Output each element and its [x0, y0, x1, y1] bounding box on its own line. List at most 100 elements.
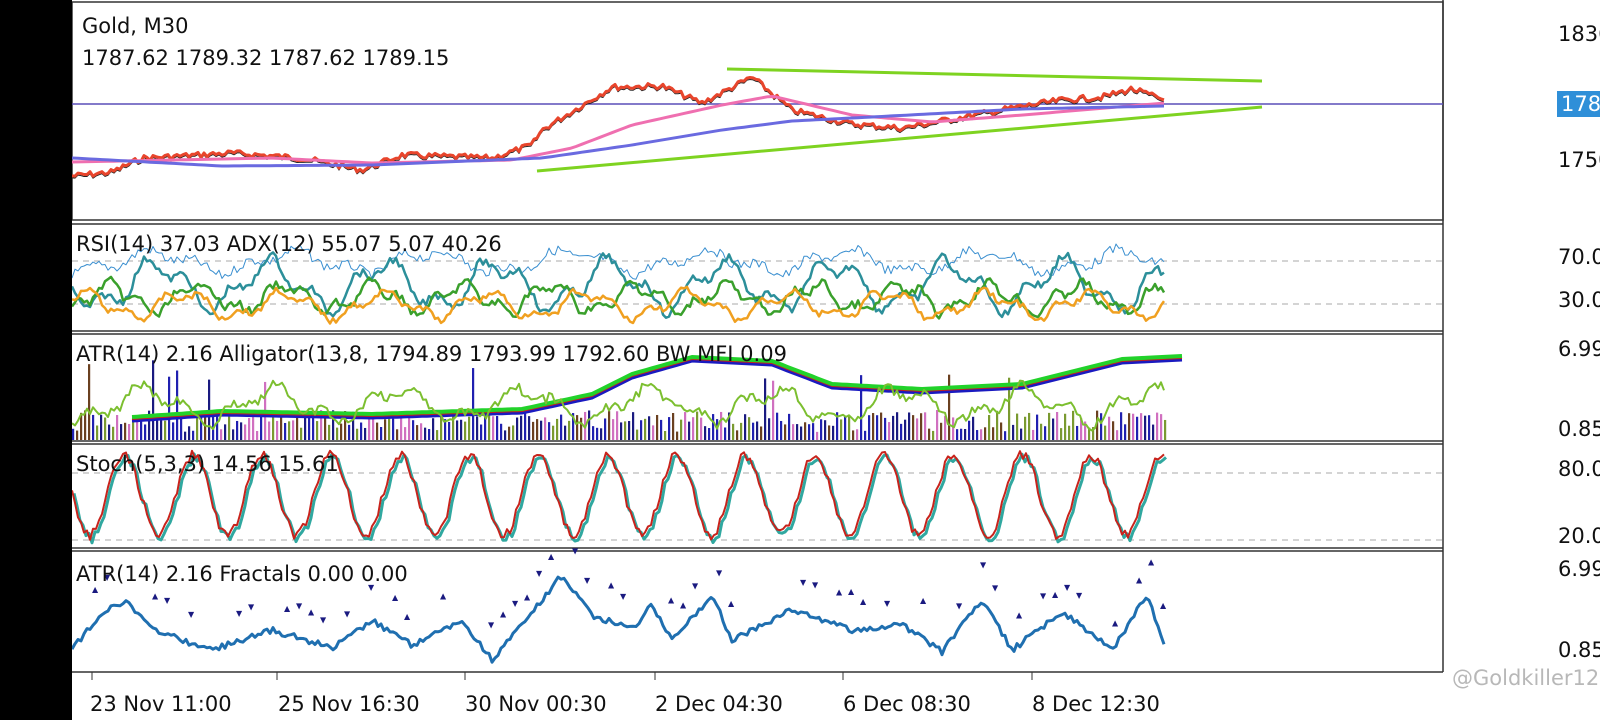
bw-mfi-bar [1028, 412, 1031, 440]
fractal-marker: ▼ [248, 603, 255, 612]
bw-mfi-bar [632, 412, 635, 440]
bw-mfi-bar [1052, 418, 1055, 440]
atr-alligator-series-group [72, 354, 1183, 440]
bw-mfi-bar [144, 424, 147, 440]
bw-mfi-bar [124, 422, 127, 440]
bw-mfi-bar [128, 423, 131, 440]
fractal-marker: ▼ [320, 616, 327, 625]
bw-mfi-bar [356, 428, 359, 440]
bw-mfi-bar [408, 417, 411, 440]
bw-mfi-bar [332, 410, 335, 440]
bw-mfi-bar [404, 427, 407, 440]
chart-area[interactable]: ▲ ▼ ▲ ▼ ▼ ▼ ▼ ▲ ▼ ▲ ▼ ▼ ▼ ▲ ▲ ▲ ▼ ▲ ▼ ▲ ▼ ▲ ▼ ▼ ▲ ▼ ▲ ▲ ▼ ▼ ▲ ▼ ▼ ▲ ▲ ▲ ▼ ▲ ▼ ▼… [72, 0, 1600, 720]
bw-mfi-bar [136, 419, 139, 440]
bw-mfi-bar [868, 415, 871, 440]
bw-mfi-bar [88, 364, 91, 440]
time-axis-label: 8 Dec 12:30 [1032, 692, 1160, 716]
bw-mfi-bar [340, 423, 343, 440]
bw-mfi-bar [760, 426, 763, 440]
fractal-marker: ▼ [884, 599, 891, 608]
bw-mfi-bar [980, 429, 983, 440]
bw-mfi-bar [464, 421, 467, 440]
bw-mfi-bar [612, 419, 615, 440]
bw-mfi-bar [100, 414, 103, 440]
bw-mfi-bar [656, 414, 659, 440]
bw-mfi-bar [924, 412, 927, 440]
bw-mfi-bar [824, 420, 827, 440]
lower-trendline[interactable] [536, 105, 1263, 173]
bw-mfi-bar [996, 410, 999, 440]
bw-mfi-bar [708, 428, 711, 440]
bw-mfi-bar [320, 410, 323, 440]
fractal-marker: ▲ [284, 604, 291, 613]
bw-mfi-bar [828, 425, 831, 440]
bw-mfi-bar [792, 424, 795, 440]
bw-mfi-bar [460, 419, 463, 440]
time-axis-label: 25 Nov 16:30 [278, 692, 420, 716]
bw-mfi-bar [556, 418, 559, 440]
bw-mfi-bar [804, 422, 807, 440]
upper-trendline[interactable] [726, 67, 1263, 83]
bw-mfi-bar [336, 427, 339, 440]
fractal-marker: ▲ [860, 597, 867, 606]
bw-mfi-bar [372, 415, 375, 440]
fractal-marker: ▼ [620, 592, 627, 601]
bw-mfi-bar [704, 426, 707, 440]
bw-mfi-bar [660, 419, 663, 440]
bw-mfi-bar [1016, 413, 1019, 440]
bw-mfi-bar [604, 418, 607, 440]
fractal-marker: ▲ [1160, 601, 1167, 610]
bw-mfi-bar [1004, 431, 1007, 440]
chart-canvas[interactable]: ▲ ▼ ▲ ▼ ▼ ▼ ▼ ▲ ▼ ▲ ▼ ▼ ▼ ▲ ▲ ▲ ▼ ▲ ▼ ▲ ▼ ▲ ▼ ▼ ▲ ▼ ▲ ▲ ▼ ▼ ▲ ▼ ▼ ▲ ▲ ▲ ▼ ▲ ▼ ▼… [72, 0, 1600, 720]
bw-mfi-bar [168, 376, 171, 440]
bw-mfi-bar [352, 411, 355, 440]
fractal-marker: ▼ [716, 568, 723, 577]
bw-mfi-bar [780, 420, 783, 440]
bw-mfi-bar [736, 430, 739, 440]
fractal-marker: ▲ [680, 601, 687, 610]
atr-fractals-series-group: ▲ ▼ ▲ ▼ ▼ ▼ ▼ ▲ ▼ ▲ ▼ ▼ ▼ ▲ ▲ ▲ ▼ ▲ ▼ ▲ ▼ ▲ ▼ ▼ ▲ ▼ ▲ ▲ ▼ ▼ ▲ ▼ ▼ ▲ ▲ ▲ ▼ ▲ ▼ ▼… [72, 547, 1167, 664]
bw-mfi-bar [696, 411, 699, 440]
atr-level-label: 6.99 [1558, 337, 1600, 361]
bw-mfi-bar [96, 425, 99, 440]
bw-mfi-bar [1060, 428, 1063, 440]
bw-mfi-bar [380, 427, 383, 440]
bw-mfi-bar [104, 417, 107, 440]
bw-mfi-bar [644, 418, 647, 440]
stoch-level-label: 20.00 [1558, 524, 1600, 548]
bw-mfi-bar [900, 423, 903, 440]
bw-mfi-bar [528, 416, 531, 440]
bw-mfi-bar [1040, 423, 1043, 440]
bw-mfi-bar [220, 429, 223, 440]
bw-mfi-bar [596, 427, 599, 440]
bw-mfi-bar [1068, 425, 1071, 440]
bw-mfi-bar [812, 423, 815, 440]
bw-mfi-bar [492, 416, 495, 440]
bw-mfi-bar [292, 420, 295, 440]
bw-mfi-bar [772, 380, 775, 440]
bw-mfi-bar [968, 420, 971, 440]
bw-mfi-bar [1072, 410, 1075, 440]
bw-mfi-bar [820, 419, 823, 440]
bw-mfi-bar [84, 410, 87, 440]
bw-mfi-bar [512, 425, 515, 440]
atr-fractals-label: ATR(14) 2.16 Fractals 0.00 0.00 [76, 562, 408, 586]
bw-mfi-bar [728, 412, 731, 440]
bw-mfi-bar [888, 422, 891, 440]
bw-mfi-bar [324, 414, 327, 440]
bw-mfi-bar [120, 424, 123, 440]
fractal-marker: ▼ [572, 547, 579, 556]
bw-mfi-bar [508, 426, 511, 440]
fractal-marker: ▼ [812, 581, 819, 590]
bw-mfi-bar [180, 411, 183, 440]
bw-mfi-bar [680, 419, 683, 440]
bw-mfi-bar [1092, 427, 1095, 440]
bw-mfi-bar [312, 412, 315, 440]
bw-mfi-bar [108, 424, 111, 440]
bw-mfi-bar [892, 415, 895, 440]
bw-mfi-bar [432, 418, 435, 440]
bw-mfi-bar [236, 420, 239, 440]
bw-mfi-bar [648, 416, 651, 440]
bw-mfi-bar [384, 419, 387, 440]
bw-mfi-bar [872, 413, 875, 440]
